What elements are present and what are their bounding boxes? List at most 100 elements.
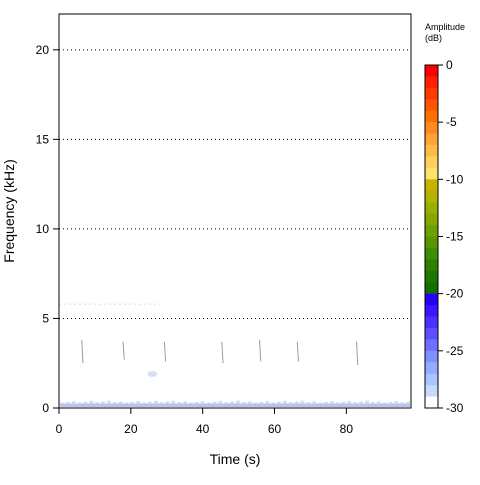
colorbar-swatch [425,362,438,375]
low-band-streak [101,401,105,404]
low-band-streak [382,402,387,404]
faint-blob [147,370,158,377]
low-band-streak [318,402,323,404]
colorbar-swatch [425,305,438,317]
colorbar-swatch [425,373,438,386]
colorbar-tick-label: -10 [446,172,464,186]
low-band-streak [183,401,188,404]
colorbar-tick-label: -30 [446,401,464,415]
low-band-streak [312,401,317,404]
low-band-streak [241,402,246,404]
colorbar-swatch [425,327,438,340]
y-tick-label: 20 [36,43,50,57]
colorbar-swatch [425,396,438,409]
low-band-streak [212,401,217,404]
low-band-streak [365,400,369,404]
colorbar-swatch [425,99,438,112]
colorbar-swatch [425,259,438,272]
colorbar-swatch [425,316,438,329]
x-tick-label: 20 [124,422,138,436]
low-band-streak [118,401,123,404]
call-mark [122,341,125,360]
low-band-streak [200,401,205,404]
low-band-streak [235,400,240,404]
colorbar-swatch [425,190,438,203]
x-tick-label: 60 [268,422,282,436]
low-band-streak [177,402,182,404]
low-band-streak [59,402,64,404]
colorbar-swatch [425,236,438,249]
colorbar-ticks: 0 -5 -10 -15 -20 -25 -30 [438,58,464,415]
low-band-streak [247,401,252,404]
low-band-streak [271,402,276,404]
y-axis-label: Frequency (kHz) [1,159,17,262]
low-band-streak [65,401,70,404]
colorbar-swatch [425,339,438,352]
low-band-streak [341,401,346,404]
low-band-streak [83,401,88,404]
colorbar-swatch [425,167,438,180]
colorbar-swatch [425,65,438,77]
low-band-streak [165,401,170,404]
y-axis: 0 5 10 15 20 [36,43,59,415]
low-band-streak [71,401,76,404]
low-band-streak [370,402,375,404]
low-band-streak [282,400,287,404]
colorbar-swatch [425,76,438,89]
low-band-streak [259,401,264,404]
low-frequency-band [60,403,410,407]
colorbar: Amplitude (dB) 0 -5 -10 -15 -20 -25 -30 [424,22,465,415]
x-tick-label: 80 [340,422,354,436]
colorbar-swatch [425,145,438,157]
low-band-streak [406,401,411,404]
y-tick-label: 0 [42,401,49,415]
low-band-streak [288,402,293,404]
low-band-streak [95,402,100,404]
call-mark [81,339,84,364]
low-band-streak [230,401,235,404]
low-band-streak [394,401,399,404]
low-band-streak [189,402,193,404]
low-band-streak [329,401,334,404]
colorbar-swatch [425,87,438,100]
colorbar-swatch [425,225,438,237]
low-band-streak [265,401,270,404]
low-band-streak [77,402,82,404]
colorbar-swatch [425,270,438,283]
low-band-streak [224,402,229,404]
y-tick-label: 5 [42,311,49,325]
colorbar-swatch [425,202,438,215]
colorbar-tick-label: -5 [446,115,457,129]
call-mark [259,339,262,362]
x-axis-label: Time (s) [210,451,261,467]
colorbar-swatch [425,293,438,306]
low-band-streak [194,401,199,404]
colorbar-swatch [425,122,438,134]
colorbar-swatch [425,247,438,260]
low-band-streak [359,401,364,404]
call-mark [356,341,359,366]
low-band-streak [171,400,176,404]
low-band-streak [388,401,393,404]
y-tick-label: 10 [36,222,50,236]
call-mark [296,341,299,362]
low-band-streak [142,402,147,404]
low-band-streak [353,402,358,404]
low-band-streak [300,400,305,404]
colorbar-swatch [425,282,438,295]
x-tick-label: 40 [196,422,210,436]
x-axis: 0 20 40 60 80 [56,408,354,436]
call-mark [163,341,167,362]
low-band-streak [159,402,164,404]
call-mark [221,341,224,364]
low-band-streak [400,402,405,404]
low-band-streak [277,401,281,404]
colorbar-swatch [425,385,438,397]
colorbar-swatch [425,350,438,363]
low-band-streak [124,402,129,404]
colorbar-tick-label: -20 [446,287,464,301]
x-tick-label: 0 [56,422,63,436]
low-band-streak [89,400,94,404]
